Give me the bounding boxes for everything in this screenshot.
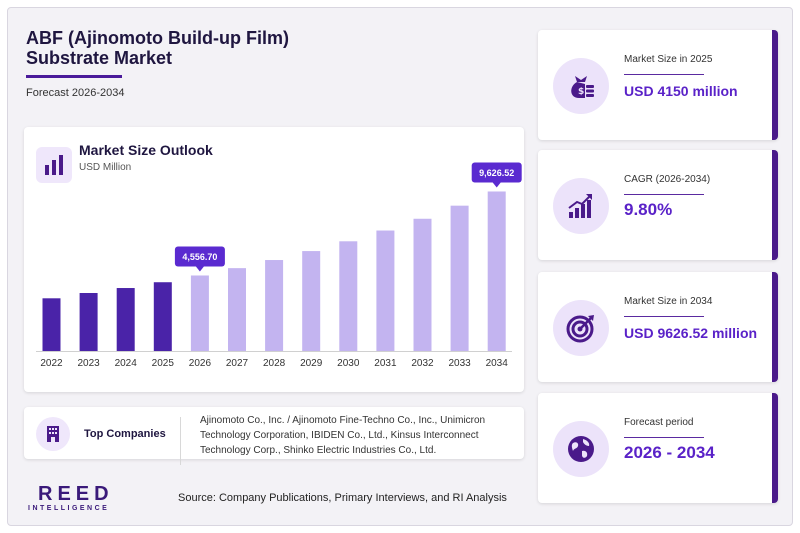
bar-2028 [265,260,284,351]
stat-label: CAGR (2026-2034) [624,174,711,185]
page-title: ABF (Ajinomoto Build-up Film) Substrate … [26,28,356,68]
bar-chart: 2022 2023 2024 2025 2026 4,556.70 2027 2028 2029… [36,162,522,369]
chart-title: Market Size Outlook [79,142,213,158]
bar-2034 [487,191,506,351]
data-label: 4,556.70 [182,252,217,262]
stat-value: 9.80% [624,200,673,219]
stat-card-market-size-2034: Market Size in 2034 USD 9626.52 million [538,272,778,382]
target-icon [553,300,609,356]
top-companies-label: Top Companies [84,428,166,440]
companies-divider [180,417,181,465]
globe-icon [553,421,609,477]
bar-2027 [228,268,246,351]
stat-value: 2026 - 2034 [624,443,715,462]
bar-2023 [79,293,98,351]
top-companies-list: Ajinomoto Co., Inc. / Ajinomoto Fine-Tec… [200,415,486,456]
stat-card-forecast-period: Forecast period 2026 - 2034 [538,393,778,503]
growth-chart-icon [553,178,609,234]
stat-value: USD 9626.52 million [624,325,758,341]
bar-2033 [450,205,469,351]
data-label-box [174,246,225,267]
logo-subtext: INTELLIGENCE [28,505,110,512]
x-tick-label: 2034 [486,358,509,369]
title-underline [26,75,122,78]
bar-2026 [190,275,209,351]
bar-2022 [42,298,61,351]
x-tick-label: 2025 [152,358,175,369]
stat-label: Market Size in 2025 [624,54,713,65]
x-tick-label: 2026 [189,358,212,369]
stat-divider [624,316,704,317]
bar-chart-icon [36,147,72,183]
x-tick-label: 2024 [115,358,138,369]
title-line-2: Substrate Market [26,48,173,68]
chart-unit: USD Million [79,162,132,173]
building-icon [36,417,70,451]
x-tick-label: 2033 [448,358,471,369]
bar-2031 [376,230,395,351]
x-tick-label: 2028 [263,358,286,369]
market-size-chart-card: Market Size Outlook USD Million 2022 2023… [24,127,524,392]
stat-label: Market Size in 2034 [624,296,713,307]
x-tick-label: 2022 [40,358,63,369]
forecast-subtitle: Forecast 2026-2034 [26,87,125,99]
x-tick-label: 2032 [411,358,434,369]
stat-divider [624,74,704,75]
money-bag-icon: $ [553,58,609,114]
data-label-pointer [492,182,501,188]
x-tick-label: 2030 [337,358,360,369]
stat-divider [624,194,704,195]
data-label: 9,626.52 [479,168,514,178]
bar-2032 [413,218,432,351]
top-companies-card: Top Companies Ajinomoto Co., Inc. / Ajin… [24,407,524,465]
x-tick-label: 2031 [374,358,397,369]
svg-text:$: $ [578,87,584,97]
logo-wordmark: REED [38,483,114,505]
stat-card-market-size-2025: $ Market Size in 2025 USD 4150 million [538,30,778,140]
data-label-pointer [195,266,204,272]
bar-2029 [302,251,321,351]
bar-2025 [153,282,172,351]
stat-label: Forecast period [624,417,694,428]
bar-2030 [339,241,358,351]
bar-2024 [116,288,135,351]
x-tick-label: 2029 [300,358,323,369]
stat-value: USD 4150 million [624,83,738,99]
x-tick-label: 2023 [77,358,100,369]
source-note: Source: Company Publications, Primary In… [178,492,507,504]
title-line-1: ABF (Ajinomoto Build-up Film) [26,28,289,48]
x-tick-label: 2027 [226,358,249,369]
data-label-box [471,162,522,183]
stat-divider [624,437,704,438]
stat-card-cagr: CAGR (2026-2034) 9.80% [538,150,778,260]
